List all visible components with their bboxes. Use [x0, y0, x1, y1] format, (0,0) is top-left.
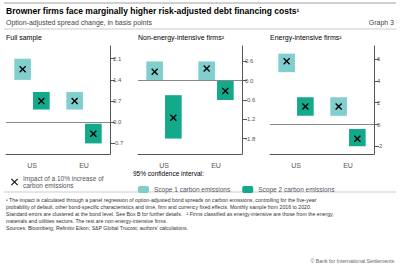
svg-text:US: US [27, 162, 37, 169]
svg-text:Full sample: Full sample [6, 34, 42, 42]
svg-text:95% confidence interval:: 95% confidence interval: [133, 170, 204, 177]
svg-text:6: 6 [377, 56, 381, 62]
svg-text:4: 4 [377, 78, 381, 84]
svg-text:US: US [159, 162, 169, 169]
svg-text:¹ The impact is calculated thr: ¹ The impact is calculated through a pan… [6, 197, 317, 203]
svg-text:Non-energy-intensive firms²: Non-energy-intensive firms² [138, 34, 225, 42]
svg-text:Scope 2 carbon emissions: Scope 2 carbon emissions [258, 186, 335, 194]
svg-text:-0.7: -0.7 [113, 140, 124, 146]
svg-text:US: US [291, 162, 301, 169]
svg-text:1.4: 1.4 [113, 77, 122, 83]
svg-text:-1.2: -1.2 [245, 116, 256, 122]
svg-text:Scope 1 carbon emissions: Scope 1 carbon emissions [154, 186, 231, 194]
svg-text:Impact of a 10% increase of: Impact of a 10% increase of [23, 175, 104, 182]
svg-text:2.1: 2.1 [113, 56, 122, 62]
svg-text:0.6: 0.6 [245, 58, 254, 64]
svg-text:Browner firms face marginally: Browner firms face marginally higher ris… [6, 6, 299, 16]
svg-text:0.0: 0.0 [245, 78, 254, 84]
svg-text:-2: -2 [377, 143, 383, 149]
svg-text:EU: EU [79, 162, 89, 169]
svg-text:Standard errors are clustered: Standard errors are clustered at the bon… [6, 211, 334, 217]
svg-text:materials and utilities sector: materials and utilities sectors. The res… [6, 218, 167, 224]
svg-text:EU: EU [211, 162, 221, 169]
svg-text:Sources: Bloomberg; Refinitiv: Sources: Bloomberg; Refinitiv Eikon; S&P… [6, 225, 188, 231]
svg-text:2: 2 [377, 100, 381, 106]
svg-text:© Bank for International Settl: © Bank for International Settlements [311, 258, 395, 264]
svg-text:0: 0 [377, 122, 381, 128]
svg-text:Graph 3: Graph 3 [369, 19, 394, 27]
svg-text:-0.6: -0.6 [245, 97, 256, 103]
svg-text:carbon emissions: carbon emissions [23, 182, 74, 189]
svg-text:probability of default, other: probability of default, other bond-speci… [6, 204, 311, 210]
svg-text:0.7: 0.7 [113, 98, 122, 104]
svg-text:EU: EU [343, 162, 353, 169]
svg-text:Option-adjusted spread change,: Option-adjusted spread change, in basis … [6, 19, 152, 27]
svg-text:0.0: 0.0 [113, 119, 122, 125]
svg-text:Energy-intensive firms²: Energy-intensive firms² [270, 34, 342, 42]
svg-text:-1.8: -1.8 [245, 136, 256, 142]
